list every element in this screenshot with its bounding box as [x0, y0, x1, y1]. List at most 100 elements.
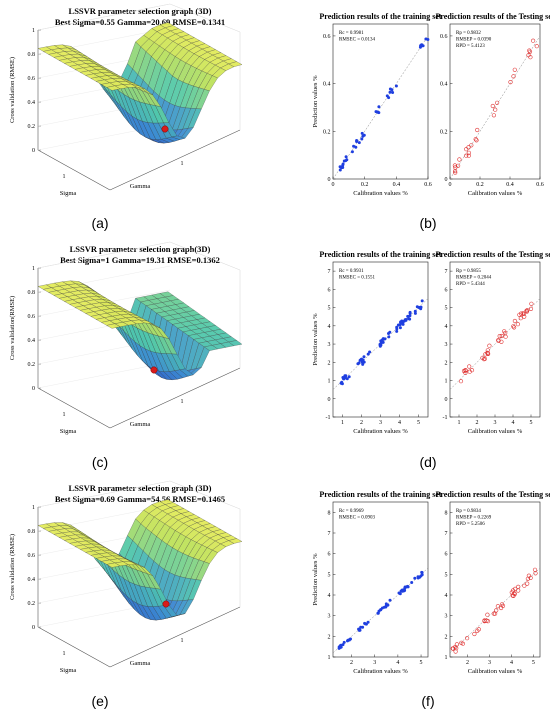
scatter-chart: Prediction results of the Testing set 2 3 4…	[435, 490, 550, 675]
surface-facet	[106, 85, 121, 91]
data-point	[355, 140, 359, 143]
data-point	[495, 604, 501, 609]
data-point	[485, 619, 491, 624]
sigma-axis-line	[37, 387, 111, 429]
plot-frame	[332, 501, 429, 658]
x-tick-label: 5	[417, 420, 420, 426]
y-tick-label: 0.4	[440, 82, 448, 88]
z-axis-label: Cross validation(RMSE)	[9, 296, 16, 360]
chart-title: Prediction results of the Testing set	[435, 250, 550, 259]
data-points	[450, 567, 538, 654]
chart-title: LSSVR parameter selection graph(3D)	[70, 244, 211, 254]
data-point	[401, 322, 405, 326]
data-point	[391, 91, 395, 94]
x-tick-label: 2	[476, 420, 479, 426]
sigma-tick-label: 1	[63, 651, 66, 657]
data-point	[516, 588, 521, 593]
gamma-tick-label: 1	[181, 161, 184, 167]
chart-title: Prediction results of the training set	[319, 250, 441, 259]
data-point	[338, 165, 342, 169]
x-tick-label: 4	[396, 660, 399, 666]
data-point	[459, 640, 464, 645]
data-point	[512, 318, 518, 324]
data-point	[503, 334, 508, 339]
data-point	[463, 368, 468, 373]
data-point	[469, 143, 474, 148]
z-tick-label: 0.8	[28, 290, 36, 296]
data-point	[363, 622, 367, 626]
y-tick-label: 8	[328, 510, 331, 516]
y-tick-label: 1	[328, 655, 331, 661]
data-point	[339, 643, 343, 647]
data-point	[522, 314, 527, 319]
y-tick-label: 3	[328, 342, 331, 348]
panel-label: (a)	[91, 215, 108, 231]
best-parameter-point	[161, 125, 169, 133]
sigma-tick-label: 1	[63, 174, 66, 180]
y-tick-label: 6	[445, 287, 448, 293]
y-tick-label: 4	[445, 324, 448, 330]
data-point	[464, 153, 469, 158]
z-tick-label: 0.4	[28, 338, 36, 344]
data-point	[406, 585, 410, 589]
data-point	[362, 355, 366, 359]
data-point	[525, 581, 530, 586]
data-point	[522, 583, 527, 588]
stat-line: RMSEP = 0.2269	[456, 516, 492, 521]
stat-line: RMSEP = 0.0390	[456, 38, 492, 43]
data-point	[421, 44, 425, 48]
data-point	[480, 355, 485, 360]
data-point	[349, 637, 352, 641]
y-tick-label: 0.2	[440, 129, 448, 135]
grid-line	[37, 3, 171, 31]
y-tick-label: 7	[328, 269, 331, 275]
sigma-axis-label: Sigma	[60, 190, 77, 197]
data-point	[496, 338, 501, 343]
sigma-axis-line	[37, 626, 111, 668]
data-point	[463, 370, 468, 376]
z-tick-label: 0.2	[28, 124, 36, 130]
gamma-axis-line	[109, 606, 241, 668]
stat-line: Rp = 0.9832	[456, 31, 481, 36]
surface-facet	[106, 323, 121, 329]
data-point	[340, 380, 344, 384]
data-point	[341, 162, 345, 166]
stat-line: RMSEC = 0.1551	[339, 276, 376, 281]
data-point	[532, 567, 538, 572]
x-tick-label: 0.4	[393, 182, 401, 188]
data-point	[453, 170, 458, 175]
stat-line: RMSEC = 0.0903	[339, 516, 376, 521]
stat-line: RPD = 5.2506	[456, 522, 485, 527]
chart-title: LSSVR parameter selection graph (3D)	[69, 483, 212, 493]
y-tick-label: 7	[445, 269, 448, 275]
data-point	[495, 100, 500, 105]
plot-frame	[332, 23, 429, 180]
y-axis-label: Prediction values %	[312, 553, 319, 606]
sigma-axis-label: Sigma	[60, 428, 77, 435]
y-axis-label: Prediction values %	[312, 75, 319, 128]
data-point	[453, 169, 458, 174]
data-point	[344, 155, 348, 159]
chart-subtitle: Best Sigma=0.55 Gamma=20.69 RMSE=0.1341	[55, 17, 225, 27]
data-points	[452, 38, 539, 175]
data-point	[475, 127, 480, 133]
data-point	[524, 308, 529, 314]
data-point	[398, 326, 402, 330]
data-point	[525, 308, 530, 313]
data-point	[361, 134, 365, 138]
x-tick-label: 0.6	[536, 182, 544, 188]
z-tick-label: 0.6	[28, 76, 36, 82]
data-point	[511, 324, 516, 329]
data-point	[499, 333, 504, 339]
panel-label: (f)	[421, 693, 434, 709]
y-tick-label: 7	[328, 531, 331, 537]
data-point	[457, 157, 462, 162]
x-tick-label: 3	[488, 660, 491, 666]
x-axis-label: Calibration values %	[353, 428, 408, 435]
y-tick-label: 5	[445, 572, 448, 578]
data-point	[354, 145, 358, 149]
data-point	[344, 376, 347, 380]
x-tick-label: 4	[510, 660, 513, 666]
data-point	[452, 163, 458, 168]
data-point	[466, 145, 471, 150]
